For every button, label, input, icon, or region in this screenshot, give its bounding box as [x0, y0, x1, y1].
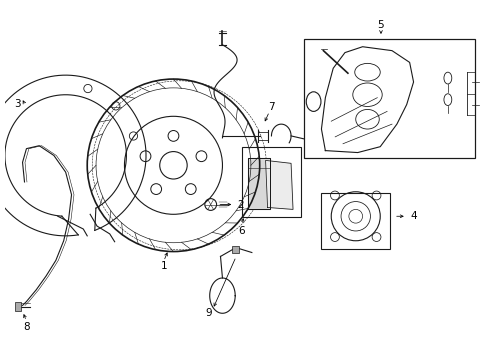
Text: 3: 3 — [14, 99, 21, 109]
Text: 8: 8 — [23, 322, 30, 332]
Text: 2: 2 — [237, 199, 244, 210]
Text: 4: 4 — [410, 211, 417, 221]
Text: 6: 6 — [239, 226, 245, 236]
Text: 1: 1 — [160, 261, 167, 271]
Bar — [15, 302, 21, 311]
Bar — [242, 147, 301, 217]
Bar — [321, 193, 390, 249]
Polygon shape — [248, 158, 270, 210]
Polygon shape — [266, 161, 293, 210]
Text: 9: 9 — [205, 308, 212, 318]
Text: 7: 7 — [268, 103, 275, 112]
Bar — [232, 246, 239, 252]
Text: 5: 5 — [378, 20, 384, 30]
Bar — [304, 39, 475, 158]
